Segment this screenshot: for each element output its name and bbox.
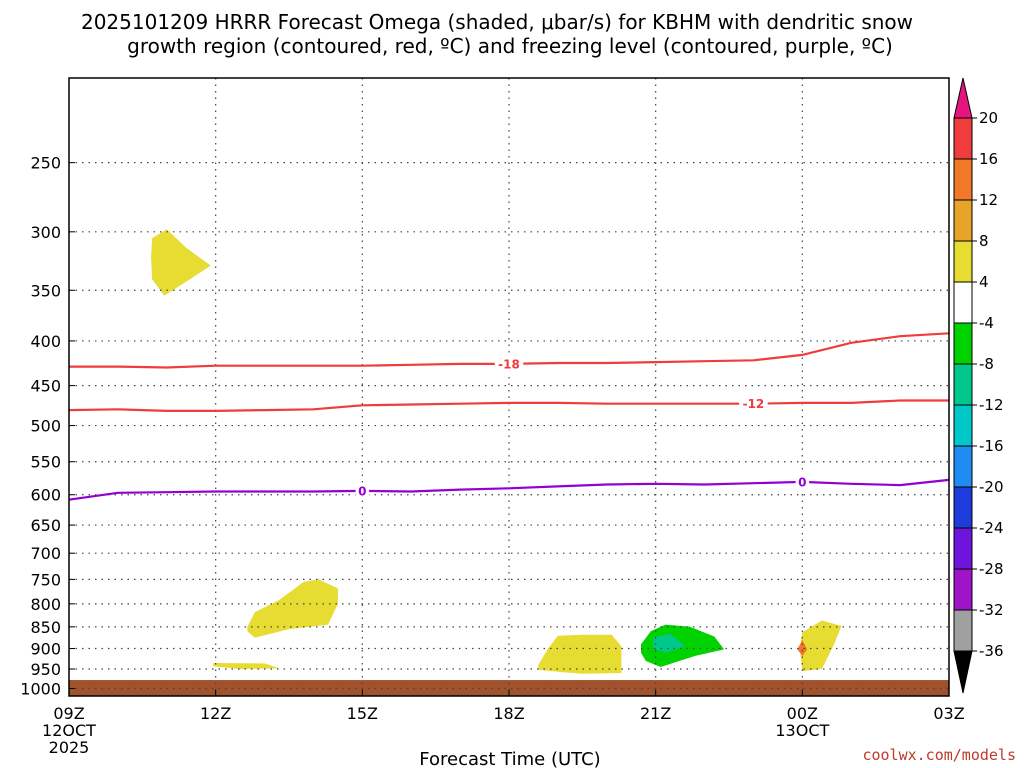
ground-fill <box>69 680 949 696</box>
y-tick-label-350: 350 <box>30 281 61 300</box>
colorbar-box-8 <box>953 445 973 488</box>
colorbar-box-5 <box>953 322 973 365</box>
colorbar-tick-label-6: -8 <box>979 355 994 373</box>
contour-label-bg-2-0 <box>355 482 370 499</box>
y-tick-label-450: 450 <box>30 377 61 396</box>
contour-label-0-0: -18 <box>498 357 520 371</box>
ground-layer <box>69 680 949 696</box>
omega-shading <box>151 229 842 674</box>
colorbar-tick-label-5: -4 <box>979 314 994 332</box>
y-tick-label-400: 400 <box>30 332 61 351</box>
colorbar-box-0 <box>953 117 973 160</box>
chart-title-line2: growth region (contoured, red, ºC) and f… <box>127 34 893 58</box>
omega-region-3 <box>538 634 622 674</box>
colorbar: 20 16 12 8 4 -4 -8 -12 -16 -20 -24 -28 -32 -36 <box>953 77 1004 694</box>
y-tick-label-300: 300 <box>30 223 61 242</box>
x-tick-label-2-line1: 15Z <box>347 704 378 723</box>
x-tick-label-0-line1: 09Z <box>53 704 84 723</box>
contour-label-1-0: -12 <box>743 397 765 411</box>
y-tick-label-650: 650 <box>30 516 61 535</box>
x-tick-label-0-line3: 2025 <box>49 738 90 757</box>
x-tick-label-5-line2: 13OCT <box>775 721 829 740</box>
colorbar-bottom-arrow <box>953 650 973 694</box>
chart-title: 2025101209 HRRR Forecast Omega (shaded, … <box>81 10 913 34</box>
colorbar-box-7 <box>953 404 973 447</box>
x-tick-label-4-line1: 21Z <box>640 704 671 723</box>
contour-line-2 <box>68 478 950 501</box>
credit-text: coolwx.com/models <box>862 746 1016 764</box>
colorbar-box-2 <box>953 199 973 242</box>
contour-label-bg-2-1 <box>795 473 810 490</box>
colorbar-tick-label-0: 20 <box>979 109 998 127</box>
y-tick-label-250: 250 <box>30 154 61 173</box>
colorbar-tick-label-4: 4 <box>979 273 989 291</box>
colorbar-box-10 <box>953 527 973 570</box>
colorbar-box-1 <box>953 158 973 201</box>
colorbar-top-arrow <box>953 77 973 119</box>
colorbar-tick-label-12: -32 <box>979 601 1004 619</box>
x-tick-label-3-line1: 18Z <box>493 704 524 723</box>
colorbar-box-6 <box>953 363 973 406</box>
y-tick-label-700: 700 <box>30 544 61 563</box>
colorbar-box-4 <box>953 281 973 324</box>
y-axis-ticks: 250 300 350 400 450 500 550 600 650 700 750 800 850 9… <box>20 154 75 698</box>
contour-line-1 <box>68 399 949 412</box>
contour-label-2-1: 0 <box>798 475 806 489</box>
x-tick-label-0-line2: 12OCT <box>42 721 96 740</box>
x-tick-label-6-line1: 03Z <box>933 704 964 723</box>
omega-region-7 <box>797 640 808 656</box>
colorbar-tick-label-1: 16 <box>979 150 998 168</box>
y-tick-label-500: 500 <box>30 417 61 436</box>
x-tick-label-5-line1: 00Z <box>787 704 818 723</box>
omega-region-6 <box>799 620 842 671</box>
omega-region-2 <box>213 663 280 669</box>
colorbar-tick-label-8: -16 <box>979 437 1004 455</box>
omega-region-0 <box>151 229 211 296</box>
y-tick-label-850: 850 <box>30 618 61 637</box>
contour-label-bg-1-0 <box>739 395 768 412</box>
y-tick-label-1000: 1000 <box>20 679 61 698</box>
colorbar-tick-label-7: -12 <box>979 396 1004 414</box>
colorbar-tick-label-3: 8 <box>979 232 989 250</box>
colorbar-tick-label-13: -36 <box>979 642 1004 660</box>
y-tick-label-900: 900 <box>30 640 61 659</box>
contour-label-bg-0-0 <box>494 355 524 372</box>
colorbar-box-11 <box>953 568 973 611</box>
colorbar-tick-label-2: 12 <box>979 191 998 209</box>
temperature-contours: -18 -12 0 0 <box>68 332 950 501</box>
contour-label-2-0: 0 <box>358 484 366 498</box>
omega-region-1 <box>247 579 338 638</box>
colorbar-tick-label-10: -24 <box>979 519 1004 537</box>
grid-lines <box>69 78 949 696</box>
colorbar-tick-label-9: -20 <box>979 478 1004 496</box>
y-tick-label-600: 600 <box>30 486 61 505</box>
y-tick-label-800: 800 <box>30 595 61 614</box>
y-tick-label-750: 750 <box>30 570 61 589</box>
y-tick-label-550: 550 <box>30 453 61 472</box>
x-axis-label: Forecast Time (UTC) <box>419 749 600 768</box>
x-tick-label-1-line1: 12Z <box>200 704 231 723</box>
colorbar-box-9 <box>953 486 973 529</box>
colorbar-box-12 <box>953 609 973 652</box>
y-tick-label-950: 950 <box>30 660 61 679</box>
colorbar-tick-label-11: -28 <box>979 560 1004 578</box>
colorbar-box-3 <box>953 240 973 283</box>
